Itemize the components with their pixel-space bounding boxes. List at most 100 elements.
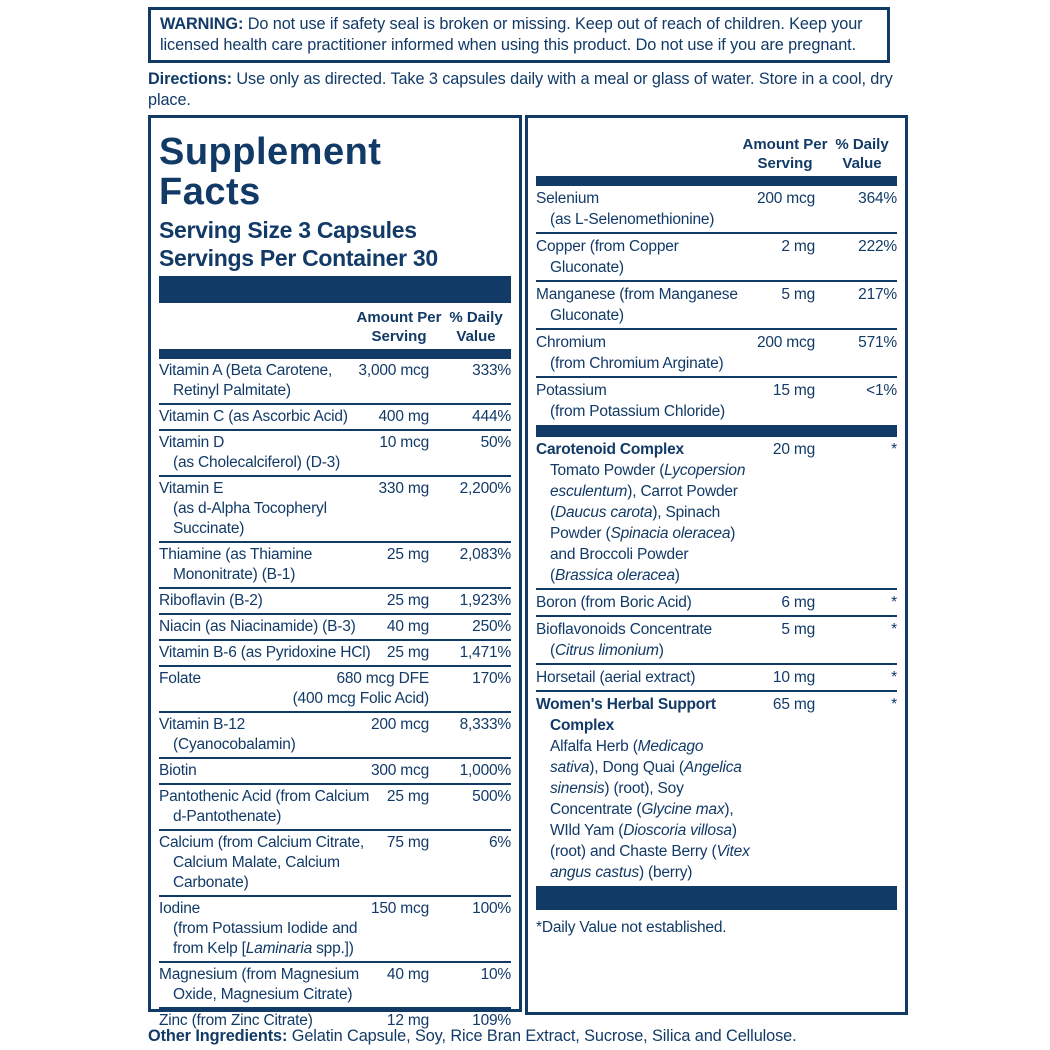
nutrient-amount: 330 mg (378, 480, 430, 497)
nutrient-name: Vitamin B-12 (159, 716, 246, 733)
nutrient-name: Selenium (536, 190, 600, 207)
nutrient-daily-value: 8,333% (459, 716, 512, 733)
row-separator (159, 711, 511, 713)
nutrient-name: Riboflavin (B-2) (159, 592, 263, 609)
nutrient-detail: Alfalfa Herb (Medicago sativa), Dong Qua… (550, 738, 750, 881)
nutrient-name: Niacin (as Niacinamide) (B-3) (159, 618, 356, 635)
directions: Directions: Use only as directed. Take 3… (148, 69, 916, 111)
row-separator (536, 663, 897, 665)
nutrient-row: Vitamin A (Beta Carotene, 3,000 mcg 333% Re… (159, 359, 511, 401)
nutrient-row: Vitamin B-6 (as Pyridoxine HCl) 25 mg 1,47… (159, 641, 511, 663)
row-separator (536, 328, 897, 330)
nutrient-detail: (Cyanocobalamin) (173, 736, 296, 753)
nutrient-daily-value: * (891, 669, 897, 686)
nutrient-amount: 300 mcg (370, 762, 429, 779)
nutrient-amount: 150 mcg (370, 900, 429, 917)
nutrient-name: Boron (from Boric Acid) (536, 594, 692, 611)
nutrient-detail: (from Chromium Arginate) (550, 355, 724, 372)
row-separator (159, 829, 511, 831)
other-ingredients: Other Ingredients: Gelatin Capsule, Soy,… (148, 1026, 1028, 1046)
nutrient-row: Niacin (as Niacinamide) (B-3) 40 mg 250% (159, 615, 511, 637)
other-ingredients-text: Gelatin Capsule, Soy, Rice Bran Extract,… (287, 1027, 797, 1045)
nutrient-row: Calcium (from Calcium Citrate, 75 mg 6% Cal… (159, 831, 511, 893)
nutrient-detail: (as d-Alpha Tocopheryl Succinate) (173, 500, 327, 537)
nutrient-amount: 400 mg (378, 408, 430, 425)
nutrient-amount: 200 mcg (756, 334, 815, 351)
nutrient-daily-value: * (891, 696, 897, 713)
serving-size: Serving Size 3 Capsules (159, 217, 417, 243)
row-separator (159, 541, 511, 543)
nutrient-amount: 40 mg (386, 618, 429, 635)
column-headers: Amount Per Serving % Daily Value (159, 305, 511, 347)
nutrient-name: Biotin (159, 762, 197, 779)
directions-label: Directions: (148, 70, 232, 88)
nutrient-name: Magnesium (from Magnesium (159, 966, 360, 983)
row-separator (159, 665, 511, 667)
nutrient-daily-value: 333% (472, 362, 511, 379)
daily-value-footnote: *Daily Value not established. (536, 919, 727, 936)
nutrient-name: Chromium (536, 334, 606, 351)
warning-box: WARNING: Do not use if safety seal is br… (148, 7, 890, 63)
row-separator (159, 639, 511, 641)
nutrient-row: Carotenoid Complex 20 mg * Tomato Powder (L… (536, 437, 897, 586)
nutrient-detail: Calcium Malate, Calcium Carbonate) (173, 854, 340, 891)
row-separator (536, 588, 897, 590)
nutrient-detail: (from Potassium Chloride) (550, 403, 726, 420)
nutrient-daily-value: 1,923% (459, 592, 512, 609)
nutrient-amount: 75 mg (386, 834, 429, 851)
supplement-facts-title: Supplement Facts (159, 131, 382, 213)
nutrient-daily-value: 364% (858, 190, 897, 207)
nutrient-row: Bioflavonoids Concentrate 5 mg * (Citrus li… (536, 617, 897, 661)
row-separator (159, 1007, 511, 1009)
nutrient-name: Horsetail (aerial extract) (536, 669, 696, 686)
nutrient-row: Potassium 15 mg <1% (from Potassium Chlorid… (536, 378, 897, 422)
nutrient-name: Folate (159, 670, 201, 687)
nutrient-amount: 25 mg (386, 788, 429, 805)
nutrient-rows-right: Selenium 200 mcg 364% (as L-Selenomethionin… (536, 186, 897, 910)
nutrient-daily-value: 100% (472, 900, 511, 917)
nutrient-row: Vitamin C (as Ascorbic Acid) 400 mg 444% (159, 405, 511, 427)
amount-per-serving-header: Amount Per Serving (356, 309, 442, 345)
nutrient-daily-value: 222% (858, 238, 897, 255)
nutrient-row: Biotin 300 mcg 1,000% (159, 759, 511, 781)
nutrient-amount: 6 mg (781, 594, 815, 611)
nutrient-amount: 5 mg (781, 621, 815, 638)
nutrient-row: Thiamine (as Thiamine 25 mg 2,083% Mononitr… (159, 543, 511, 585)
nutrient-amount: 25 mg (386, 592, 429, 609)
nutrient-amount: 25 mg (386, 546, 429, 563)
nutrient-rows-left: Vitamin A (Beta Carotene, 3,000 mcg 333% Re… (159, 359, 511, 1031)
nutrient-row: Manganese (from Manganese 5 mg 217% Glucona… (536, 282, 897, 326)
nutrient-row: Pantothenic Acid (from Calcium 25 mg 500% d… (159, 785, 511, 827)
nutrient-name: Iodine (159, 900, 201, 917)
nutrient-detail: Tomato Powder (Lycopersion esculentum), … (550, 462, 746, 584)
nutrient-daily-value: 217% (858, 286, 897, 303)
nutrient-daily-value: 571% (858, 334, 897, 351)
row-separator (159, 475, 511, 477)
servings-per-container: Servings Per Container 30 (159, 245, 438, 271)
nutrient-name: Manganese (from Manganese (536, 286, 738, 303)
nutrient-daily-value: 109% (472, 1012, 511, 1029)
nutrient-row: Vitamin E 330 mg 2,200% (as d-Alpha Tocophe… (159, 477, 511, 539)
nutrient-daily-value: * (891, 441, 897, 458)
nutrient-detail: Gluconate) (550, 259, 624, 276)
nutrient-amount: 5 mg (781, 286, 815, 303)
nutrient-amount: 40 mg (386, 966, 429, 983)
nutrient-daily-value: * (891, 594, 897, 611)
nutrient-row: Copper (from Copper 2 mg 222% Gluconate) (536, 234, 897, 278)
nutrient-amount: 10 mg (772, 669, 815, 686)
nutrient-detail: (from Potassium Iodide and from Kelp [La… (173, 920, 358, 957)
daily-value-header: % Daily Value (835, 136, 889, 172)
row-separator (159, 403, 511, 405)
nutrient-name: Vitamin C (as Ascorbic Acid) (159, 408, 348, 425)
row-separator (536, 376, 897, 378)
row-separator (159, 895, 511, 897)
nutrient-row: Women's Herbal Support Complex 65 mg * Alfa… (536, 692, 897, 883)
row-separator (159, 783, 511, 785)
warning-label: WARNING: (160, 15, 244, 33)
nutrient-daily-value: 2,200% (459, 480, 512, 497)
nutrient-daily-value: 10% (480, 966, 512, 983)
warning-text: Do not use if safety seal is broken or m… (160, 15, 863, 54)
nutrient-row: Vitamin D 10 mcg 50% (as Cholecalciferol) (… (159, 431, 511, 473)
nutrient-amount: 3,000 mcg (358, 362, 429, 379)
nutrient-amount: 200 mcg (370, 716, 429, 733)
